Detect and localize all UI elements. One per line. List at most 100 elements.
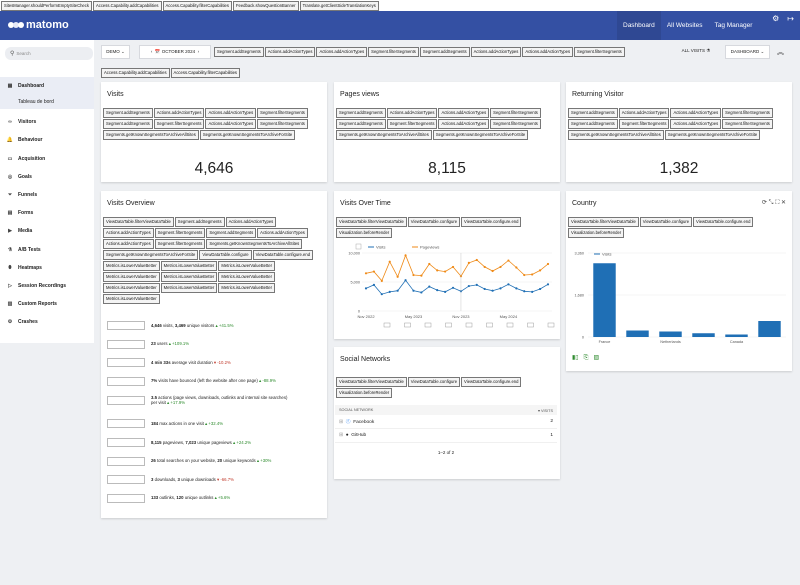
- evolution-badge[interactable]: ▾ -66.7%: [216, 476, 234, 482]
- sidebar-item-session-recordings[interactable]: ▷ Session Recordings: [0, 277, 94, 295]
- column-visits[interactable]: ▾ VISITS: [538, 408, 553, 413]
- bar[interactable]: [692, 333, 715, 337]
- data-point[interactable]: [436, 289, 439, 292]
- data-point[interactable]: [436, 269, 439, 272]
- sidebar-item-behaviour[interactable]: 🔔 Behaviour: [0, 131, 94, 149]
- sparkline-image[interactable]: [107, 438, 145, 447]
- evolution-badge[interactable]: ▴ +30%: [256, 458, 272, 464]
- search-input[interactable]: ⚲ Search: [5, 47, 93, 60]
- annotation-icon[interactable]: [547, 322, 555, 328]
- annotation-icon[interactable]: [465, 322, 473, 328]
- evolution-badge[interactable]: ▴ -88.9%: [258, 378, 276, 384]
- nav-tag-manager[interactable]: Tag Manager: [714, 22, 753, 29]
- data-point[interactable]: [404, 279, 407, 282]
- evolution-badge[interactable]: ▴ +24.2%: [232, 439, 252, 445]
- nav-dashboard[interactable]: Dashboard: [617, 11, 661, 40]
- data-point[interactable]: [538, 269, 542, 272]
- close-icon[interactable]: ✕: [780, 200, 786, 206]
- sparkline-image[interactable]: [107, 358, 145, 368]
- sidebar-item-acquisition[interactable]: ▭ Acquisition: [0, 150, 94, 168]
- sidebar-item-crashes[interactable]: ⚙ Crashes: [0, 313, 94, 331]
- data-point[interactable]: [451, 286, 455, 289]
- annotation-icon[interactable]: [445, 322, 452, 328]
- data-point[interactable]: [523, 273, 526, 277]
- data-point[interactable]: [467, 261, 470, 264]
- bar[interactable]: [593, 263, 616, 337]
- data-point[interactable]: [475, 258, 478, 262]
- table-row[interactable]: ⊞ ⓕ Facebook 2: [335, 415, 557, 429]
- matomo-logo[interactable]: matomo: [8, 19, 69, 31]
- data-point[interactable]: [491, 289, 494, 292]
- data-point[interactable]: [364, 272, 368, 275]
- data-point[interactable]: [396, 275, 399, 278]
- data-point[interactable]: [483, 287, 486, 291]
- data-point[interactable]: [531, 290, 534, 293]
- dashboard-selector[interactable]: DASHBOARD ⌄: [725, 45, 770, 59]
- data-point[interactable]: [420, 291, 423, 294]
- sidebar-item-media[interactable]: ▶ Media: [0, 222, 94, 240]
- bar[interactable]: [725, 334, 748, 338]
- data-point[interactable]: [372, 283, 376, 286]
- sidebar-item-goals[interactable]: ◎ Goals: [0, 168, 94, 186]
- annotation-icon[interactable]: [404, 322, 411, 328]
- data-point[interactable]: [364, 287, 368, 290]
- minimise-icon[interactable]: ⤡: [768, 200, 774, 206]
- data-point[interactable]: [538, 287, 542, 291]
- bar-chart-icon[interactable]: ▮▯: [572, 355, 579, 361]
- data-point[interactable]: [444, 270, 447, 273]
- data-point[interactable]: [515, 266, 518, 269]
- data-point[interactable]: [428, 285, 431, 288]
- bar[interactable]: [758, 321, 781, 337]
- annotation-icon[interactable]: [424, 322, 432, 328]
- data-point[interactable]: [412, 273, 415, 277]
- annotation-icon[interactable]: [383, 322, 391, 328]
- sidebar-item-forms[interactable]: ▤ Forms: [0, 204, 94, 222]
- data-point[interactable]: [380, 279, 383, 282]
- evolution-badge[interactable]: ▴ +5.6%: [214, 495, 231, 501]
- data-point[interactable]: [467, 284, 470, 288]
- data-point[interactable]: [531, 273, 534, 276]
- legend-label-0[interactable]: Visits: [376, 245, 385, 250]
- data-point[interactable]: [420, 274, 423, 277]
- data-point[interactable]: [404, 254, 407, 257]
- refresh-icon[interactable]: ⟳: [761, 200, 767, 206]
- annotation-icon[interactable]: [486, 322, 493, 328]
- data-point[interactable]: [412, 289, 415, 292]
- segment-selector[interactable]: ALL VISITS ⚗: [681, 48, 711, 53]
- maximise-icon[interactable]: ⛶: [775, 200, 780, 206]
- sparkline-image[interactable]: [107, 493, 145, 503]
- data-point[interactable]: [483, 265, 486, 269]
- data-point[interactable]: [372, 270, 376, 273]
- sparkline-image[interactable]: [107, 475, 145, 485]
- sparkline-image[interactable]: [107, 396, 145, 406]
- data-point[interactable]: [499, 287, 502, 290]
- sparkline-image[interactable]: [107, 376, 145, 386]
- data-point[interactable]: [396, 289, 399, 292]
- chevron-right-icon[interactable]: ›: [197, 49, 200, 54]
- data-point[interactable]: [515, 287, 518, 290]
- data-point[interactable]: [388, 260, 391, 263]
- data-point[interactable]: [444, 290, 447, 293]
- data-point[interactable]: [546, 283, 550, 286]
- period-selector[interactable]: ‹ 📅 OCTOBER 2024 ›: [139, 45, 211, 59]
- data-point[interactable]: [451, 265, 455, 269]
- bar[interactable]: [659, 331, 682, 338]
- annotation-icon[interactable]: [527, 322, 534, 328]
- sparkline-image[interactable]: [107, 339, 145, 349]
- sidebar-item-heatmaps[interactable]: ⬮ Heatmaps: [0, 259, 94, 277]
- expand-icon[interactable]: ⊞: [339, 433, 344, 438]
- annotation-icon[interactable]: [506, 322, 514, 328]
- image-icon[interactable]: ▨: [593, 355, 600, 361]
- data-point[interactable]: [499, 265, 502, 269]
- logout-icon[interactable]: ↦: [787, 14, 794, 23]
- sidebar-item-custom-reports[interactable]: ▥ Custom Reports: [0, 295, 94, 313]
- data-point[interactable]: [546, 262, 550, 266]
- sidebar-item-dashboard[interactable]: ▦ Dashboard: [0, 77, 94, 96]
- site-selector[interactable]: DEMO ⌄: [101, 45, 130, 59]
- data-point[interactable]: [388, 290, 391, 293]
- sparkline-image[interactable]: [107, 456, 145, 466]
- data-point[interactable]: [491, 269, 494, 273]
- data-point[interactable]: [523, 290, 526, 293]
- sidebar-subitem-tableau-de-bord[interactable]: Tableau de bord: [0, 95, 94, 110]
- sidebar-item-visitors[interactable]: ∞ Visitors: [0, 113, 94, 131]
